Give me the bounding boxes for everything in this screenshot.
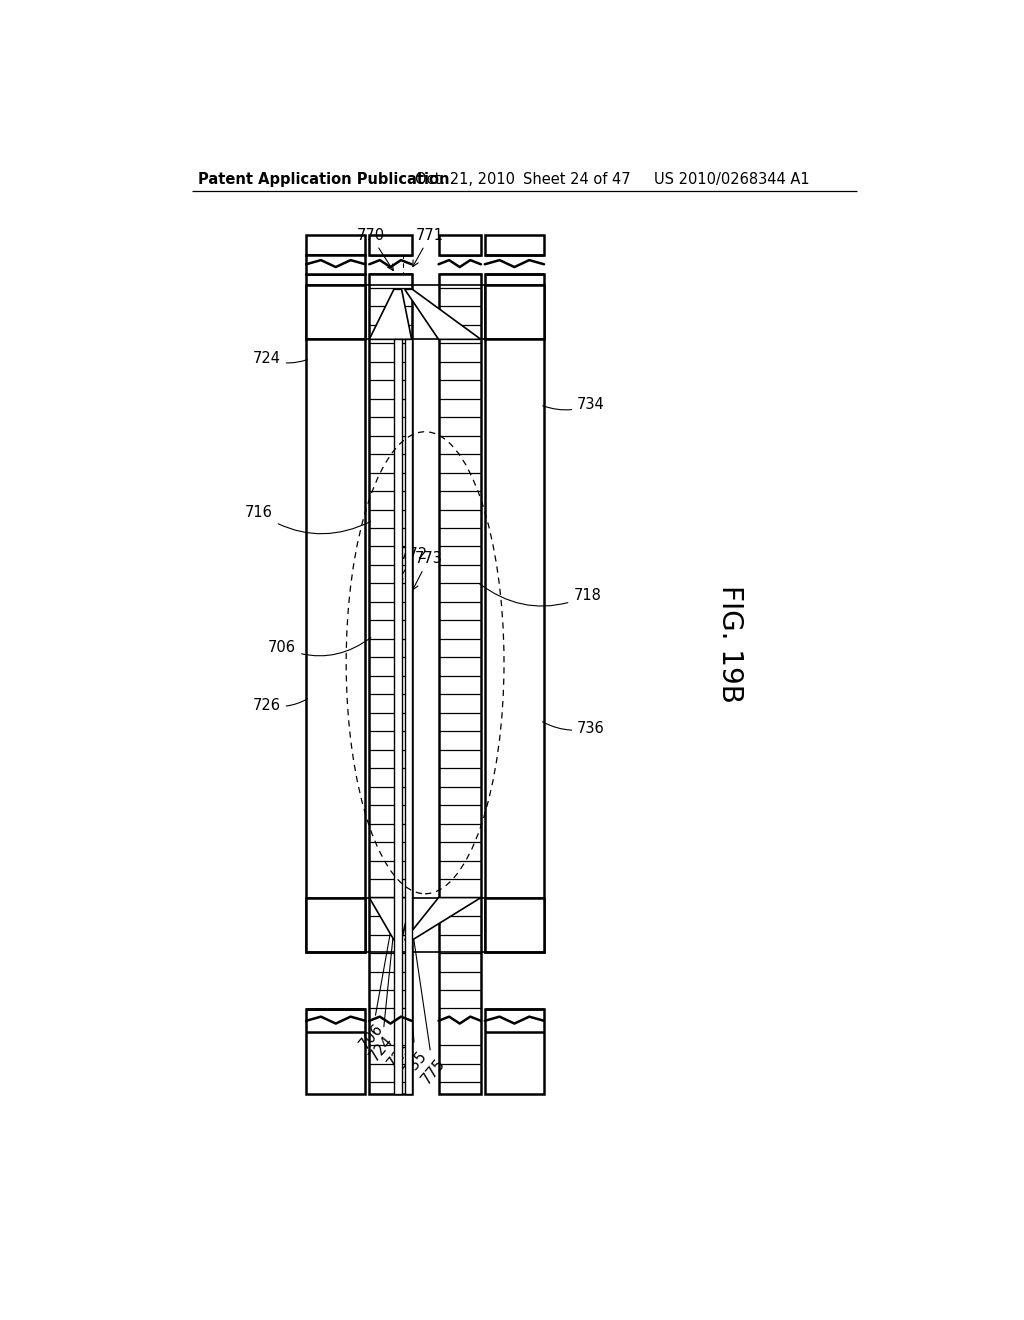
Bar	[306, 255, 366, 275]
Text: Sheet 24 of 47: Sheet 24 of 47	[523, 172, 631, 186]
Text: 716: 716	[245, 506, 371, 533]
Text: 724: 724	[367, 924, 396, 1064]
Text: 724: 724	[253, 351, 307, 366]
Bar	[394, 339, 401, 1094]
Text: 718: 718	[479, 583, 601, 606]
Text: 770: 770	[356, 228, 393, 271]
Text: Patent Application Publication: Patent Application Publication	[199, 172, 450, 186]
Bar	[484, 898, 544, 952]
Text: 735: 735	[400, 928, 430, 1078]
Bar	[306, 285, 366, 339]
Bar	[438, 235, 481, 255]
Bar	[306, 235, 366, 255]
Polygon shape	[370, 898, 412, 940]
Text: 726: 726	[253, 697, 307, 713]
Bar	[438, 275, 481, 1094]
Text: Oct. 21, 2010: Oct. 21, 2010	[416, 172, 515, 186]
Text: US 2010/0268344 A1: US 2010/0268344 A1	[654, 172, 810, 186]
Bar	[306, 898, 366, 952]
Bar	[484, 275, 544, 952]
Bar	[370, 275, 412, 1094]
Bar	[370, 235, 412, 255]
Polygon shape	[404, 898, 481, 940]
Text: 771: 771	[413, 228, 444, 267]
Text: 734: 734	[543, 397, 605, 412]
Text: 772: 772	[397, 548, 428, 582]
Text: 706: 706	[357, 916, 393, 1052]
Bar	[306, 1010, 366, 1094]
Text: 775: 775	[412, 928, 449, 1086]
Text: FIG. 19B: FIG. 19B	[716, 585, 743, 702]
Polygon shape	[370, 289, 412, 339]
Text: 706: 706	[268, 638, 371, 656]
Bar	[306, 275, 366, 952]
Bar	[484, 285, 544, 339]
Text: 736: 736	[543, 721, 605, 735]
Text: 725: 725	[385, 928, 414, 1071]
Text: 773: 773	[413, 552, 442, 590]
Bar	[404, 339, 413, 1094]
Bar	[484, 1010, 544, 1094]
Polygon shape	[404, 289, 481, 339]
Bar	[484, 235, 544, 255]
